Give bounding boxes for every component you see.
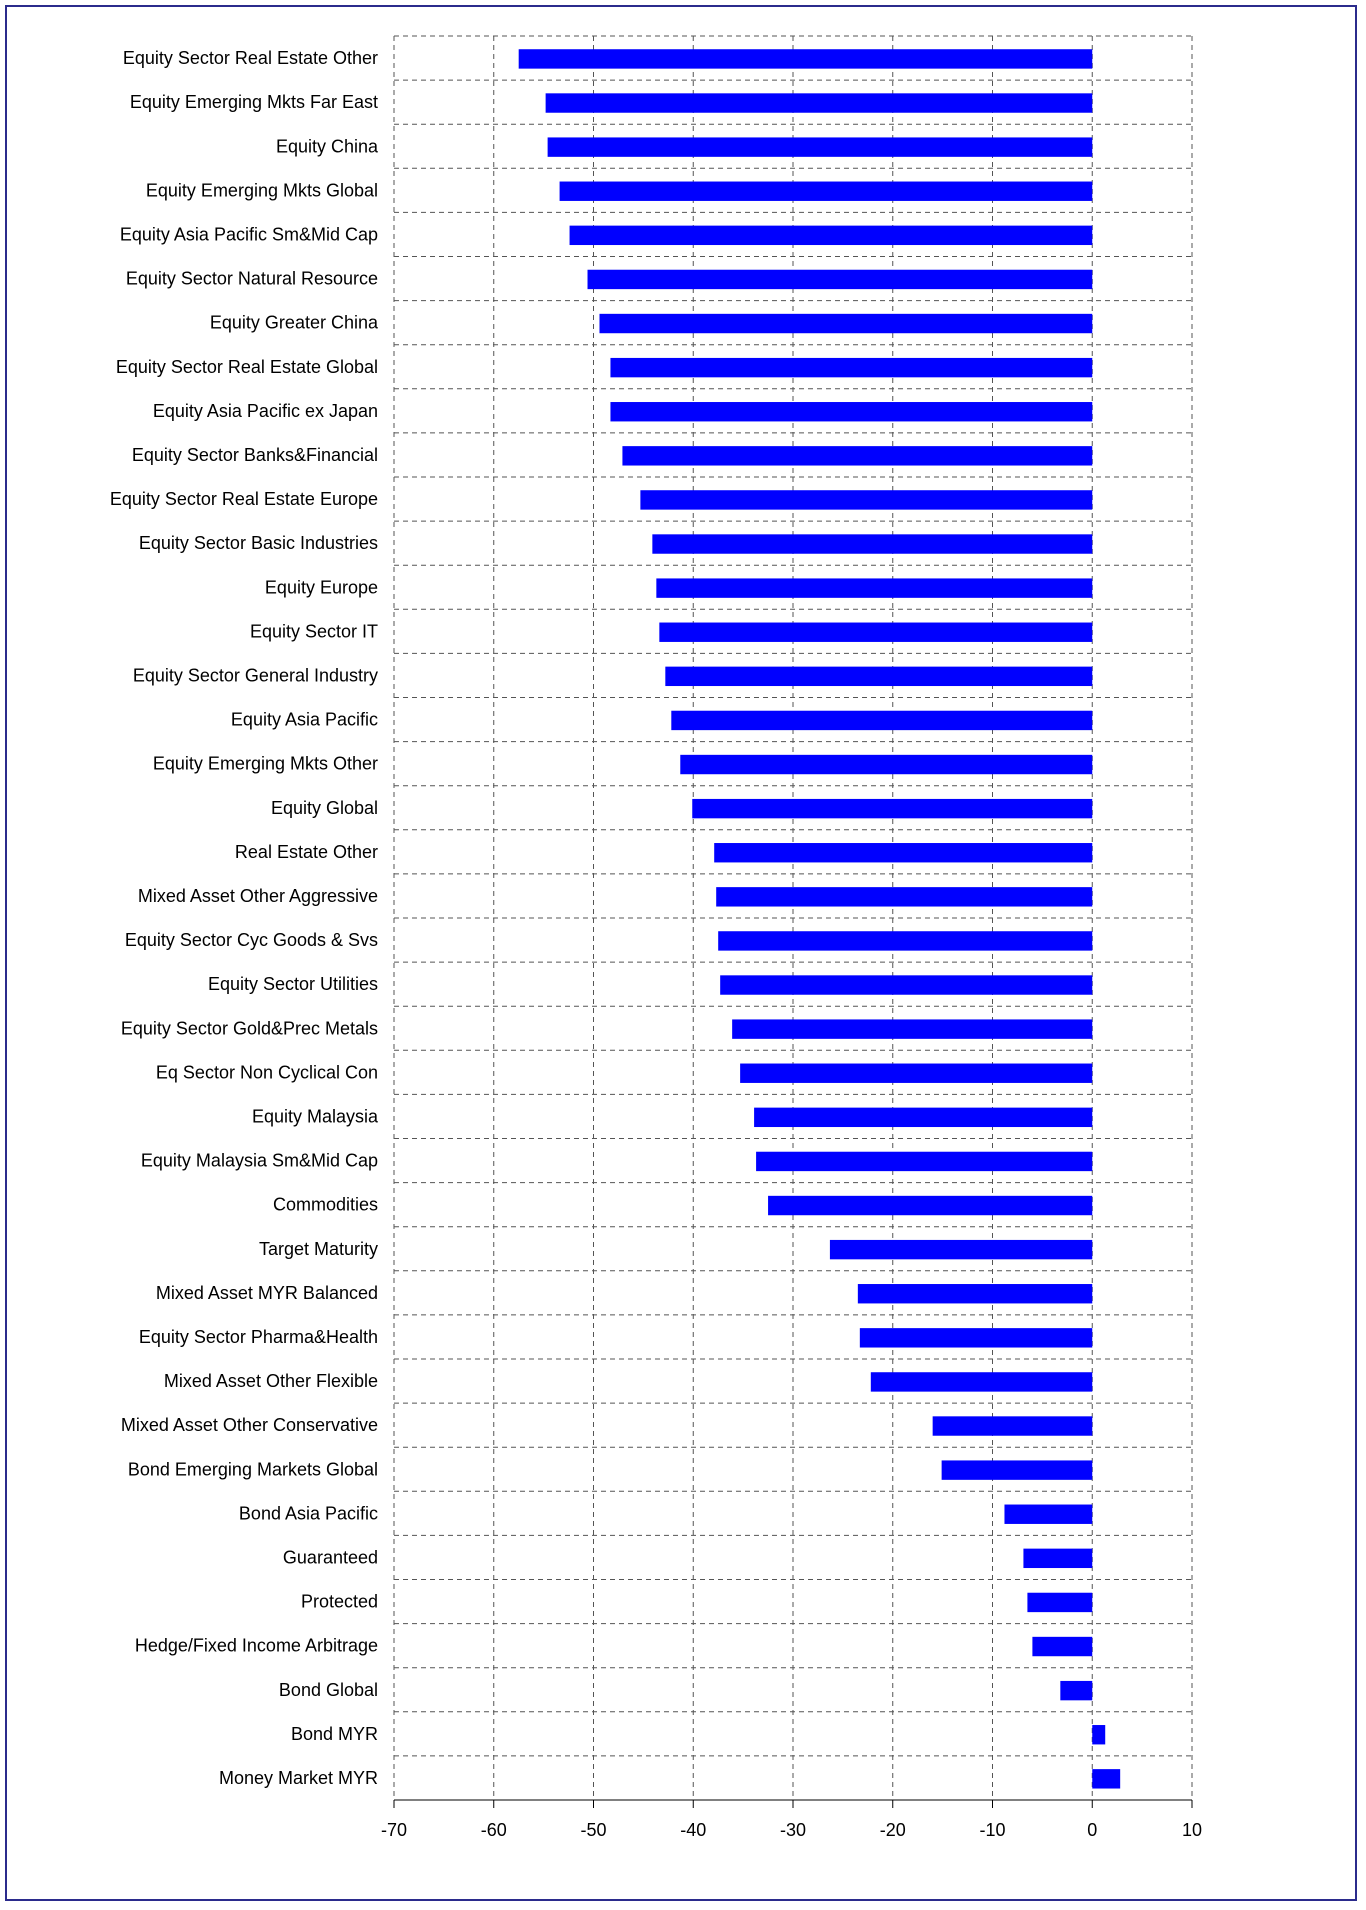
category-label: Equity Malaysia Sm&Mid Cap (141, 1151, 378, 1171)
bar (829, 1239, 1093, 1260)
category-label: Equity Sector Real Estate Global (116, 357, 378, 377)
bar (1092, 1725, 1106, 1745)
category-label: Bond MYR (291, 1724, 378, 1744)
category-label: Equity Emerging Mkts Other (153, 754, 378, 774)
category-label: Equity Sector General Industry (133, 665, 378, 685)
x-tick-label: -20 (880, 1820, 906, 1840)
category-label: Guaranteed (283, 1547, 378, 1567)
x-tick-label: -60 (481, 1820, 507, 1840)
bar (692, 798, 1093, 819)
category-label: Equity China (276, 136, 379, 156)
x-tick-label: -10 (979, 1820, 1005, 1840)
category-label: Equity Sector Pharma&Health (139, 1327, 378, 1347)
category-label: Equity Sector Real Estate Europe (110, 489, 378, 509)
bar (1092, 1769, 1121, 1789)
category-label: Real Estate Other (235, 842, 378, 862)
bar (1023, 1548, 1093, 1569)
x-tick-label: -40 (680, 1820, 706, 1840)
bar (665, 666, 1093, 687)
bar (1027, 1592, 1093, 1613)
category-label: Equity Sector IT (250, 621, 378, 641)
category-label: Target Maturity (259, 1239, 378, 1259)
bar (622, 446, 1093, 466)
x-tick-label: 10 (1182, 1820, 1202, 1840)
category-labels: Equity Sector Real Estate Other Equity Em… (110, 48, 379, 1788)
category-label: Protected (301, 1592, 378, 1612)
category-label: Equity Asia Pacific ex Japan (153, 401, 378, 421)
bar (740, 1063, 1093, 1083)
bar (941, 1460, 1093, 1480)
bar (756, 1151, 1093, 1172)
bar (732, 1019, 1093, 1039)
bar (569, 225, 1093, 246)
bar (932, 1416, 1093, 1436)
bar (1032, 1636, 1093, 1657)
category-label: Mixed Asset Other Conservative (121, 1415, 378, 1435)
category-label: Bond Asia Pacific (239, 1503, 378, 1523)
x-tick-label: 0 (1087, 1820, 1097, 1840)
bar (870, 1372, 1093, 1392)
bar (1004, 1504, 1093, 1524)
category-label: Equity Asia Pacific Sm&Mid Cap (120, 224, 378, 244)
category-label: Mixed Asset Other Aggressive (138, 886, 378, 906)
bar (718, 931, 1093, 951)
category-label: Equity Sector Natural Resource (126, 269, 378, 289)
category-label: Equity Sector Real Estate Other (123, 48, 378, 68)
category-label: Money Market MYR (219, 1768, 378, 1788)
category-label: Equity Greater China (210, 313, 379, 333)
category-label: Mixed Asset Other Flexible (164, 1371, 378, 1391)
bar (671, 710, 1093, 731)
category-label: Equity Emerging Mkts Far East (130, 92, 378, 112)
bar (610, 357, 1093, 378)
bar (1060, 1680, 1093, 1701)
bar (518, 49, 1093, 69)
category-label: Equity Sector Gold&Prec Metals (121, 1018, 378, 1038)
x-tick-label: -50 (580, 1820, 606, 1840)
x-tick-labels: -70 -60 -50 -40 -30 -20 -10 0 10 (381, 1820, 1202, 1840)
category-label: Equity Sector Basic Industries (139, 533, 378, 553)
bar (599, 313, 1093, 334)
bars-layer (518, 49, 1121, 1789)
bar (714, 843, 1093, 863)
category-label: Equity Emerging Mkts Global (146, 180, 378, 200)
category-label: Bond Global (279, 1680, 378, 1700)
x-tick-label: -30 (780, 1820, 806, 1840)
x-tick-label: -70 (381, 1820, 407, 1840)
grid-layer (393, 35, 1193, 1808)
bar (857, 1284, 1093, 1304)
bar (716, 887, 1093, 907)
category-label: Equity Europe (265, 577, 378, 597)
bar (640, 490, 1093, 510)
bar (545, 93, 1093, 113)
bar (547, 137, 1093, 157)
category-label: Mixed Asset MYR Balanced (156, 1283, 378, 1303)
bar (610, 402, 1093, 422)
bar (652, 534, 1093, 554)
bar (656, 578, 1093, 598)
category-label: Bond Emerging Markets Global (128, 1459, 378, 1479)
category-label: Equity Malaysia (252, 1106, 379, 1126)
bar (659, 622, 1093, 642)
category-label: Equity Asia Pacific (231, 710, 378, 730)
bar (768, 1195, 1093, 1216)
bar (720, 975, 1093, 995)
bar (859, 1328, 1093, 1348)
category-label: Equity Sector Utilities (208, 974, 378, 994)
category-label: Commodities (273, 1195, 378, 1215)
bar (587, 269, 1093, 290)
category-label: Eq Sector Non Cyclical Con (156, 1062, 378, 1082)
category-label: Equity Sector Cyc Goods & Svs (125, 930, 378, 950)
category-label: Equity Sector Banks&Financial (132, 445, 378, 465)
category-label: Equity Global (271, 798, 378, 818)
bar (559, 181, 1093, 201)
bar (754, 1107, 1093, 1128)
category-label: Hedge/Fixed Income Arbitrage (135, 1636, 378, 1656)
bar (680, 754, 1093, 775)
